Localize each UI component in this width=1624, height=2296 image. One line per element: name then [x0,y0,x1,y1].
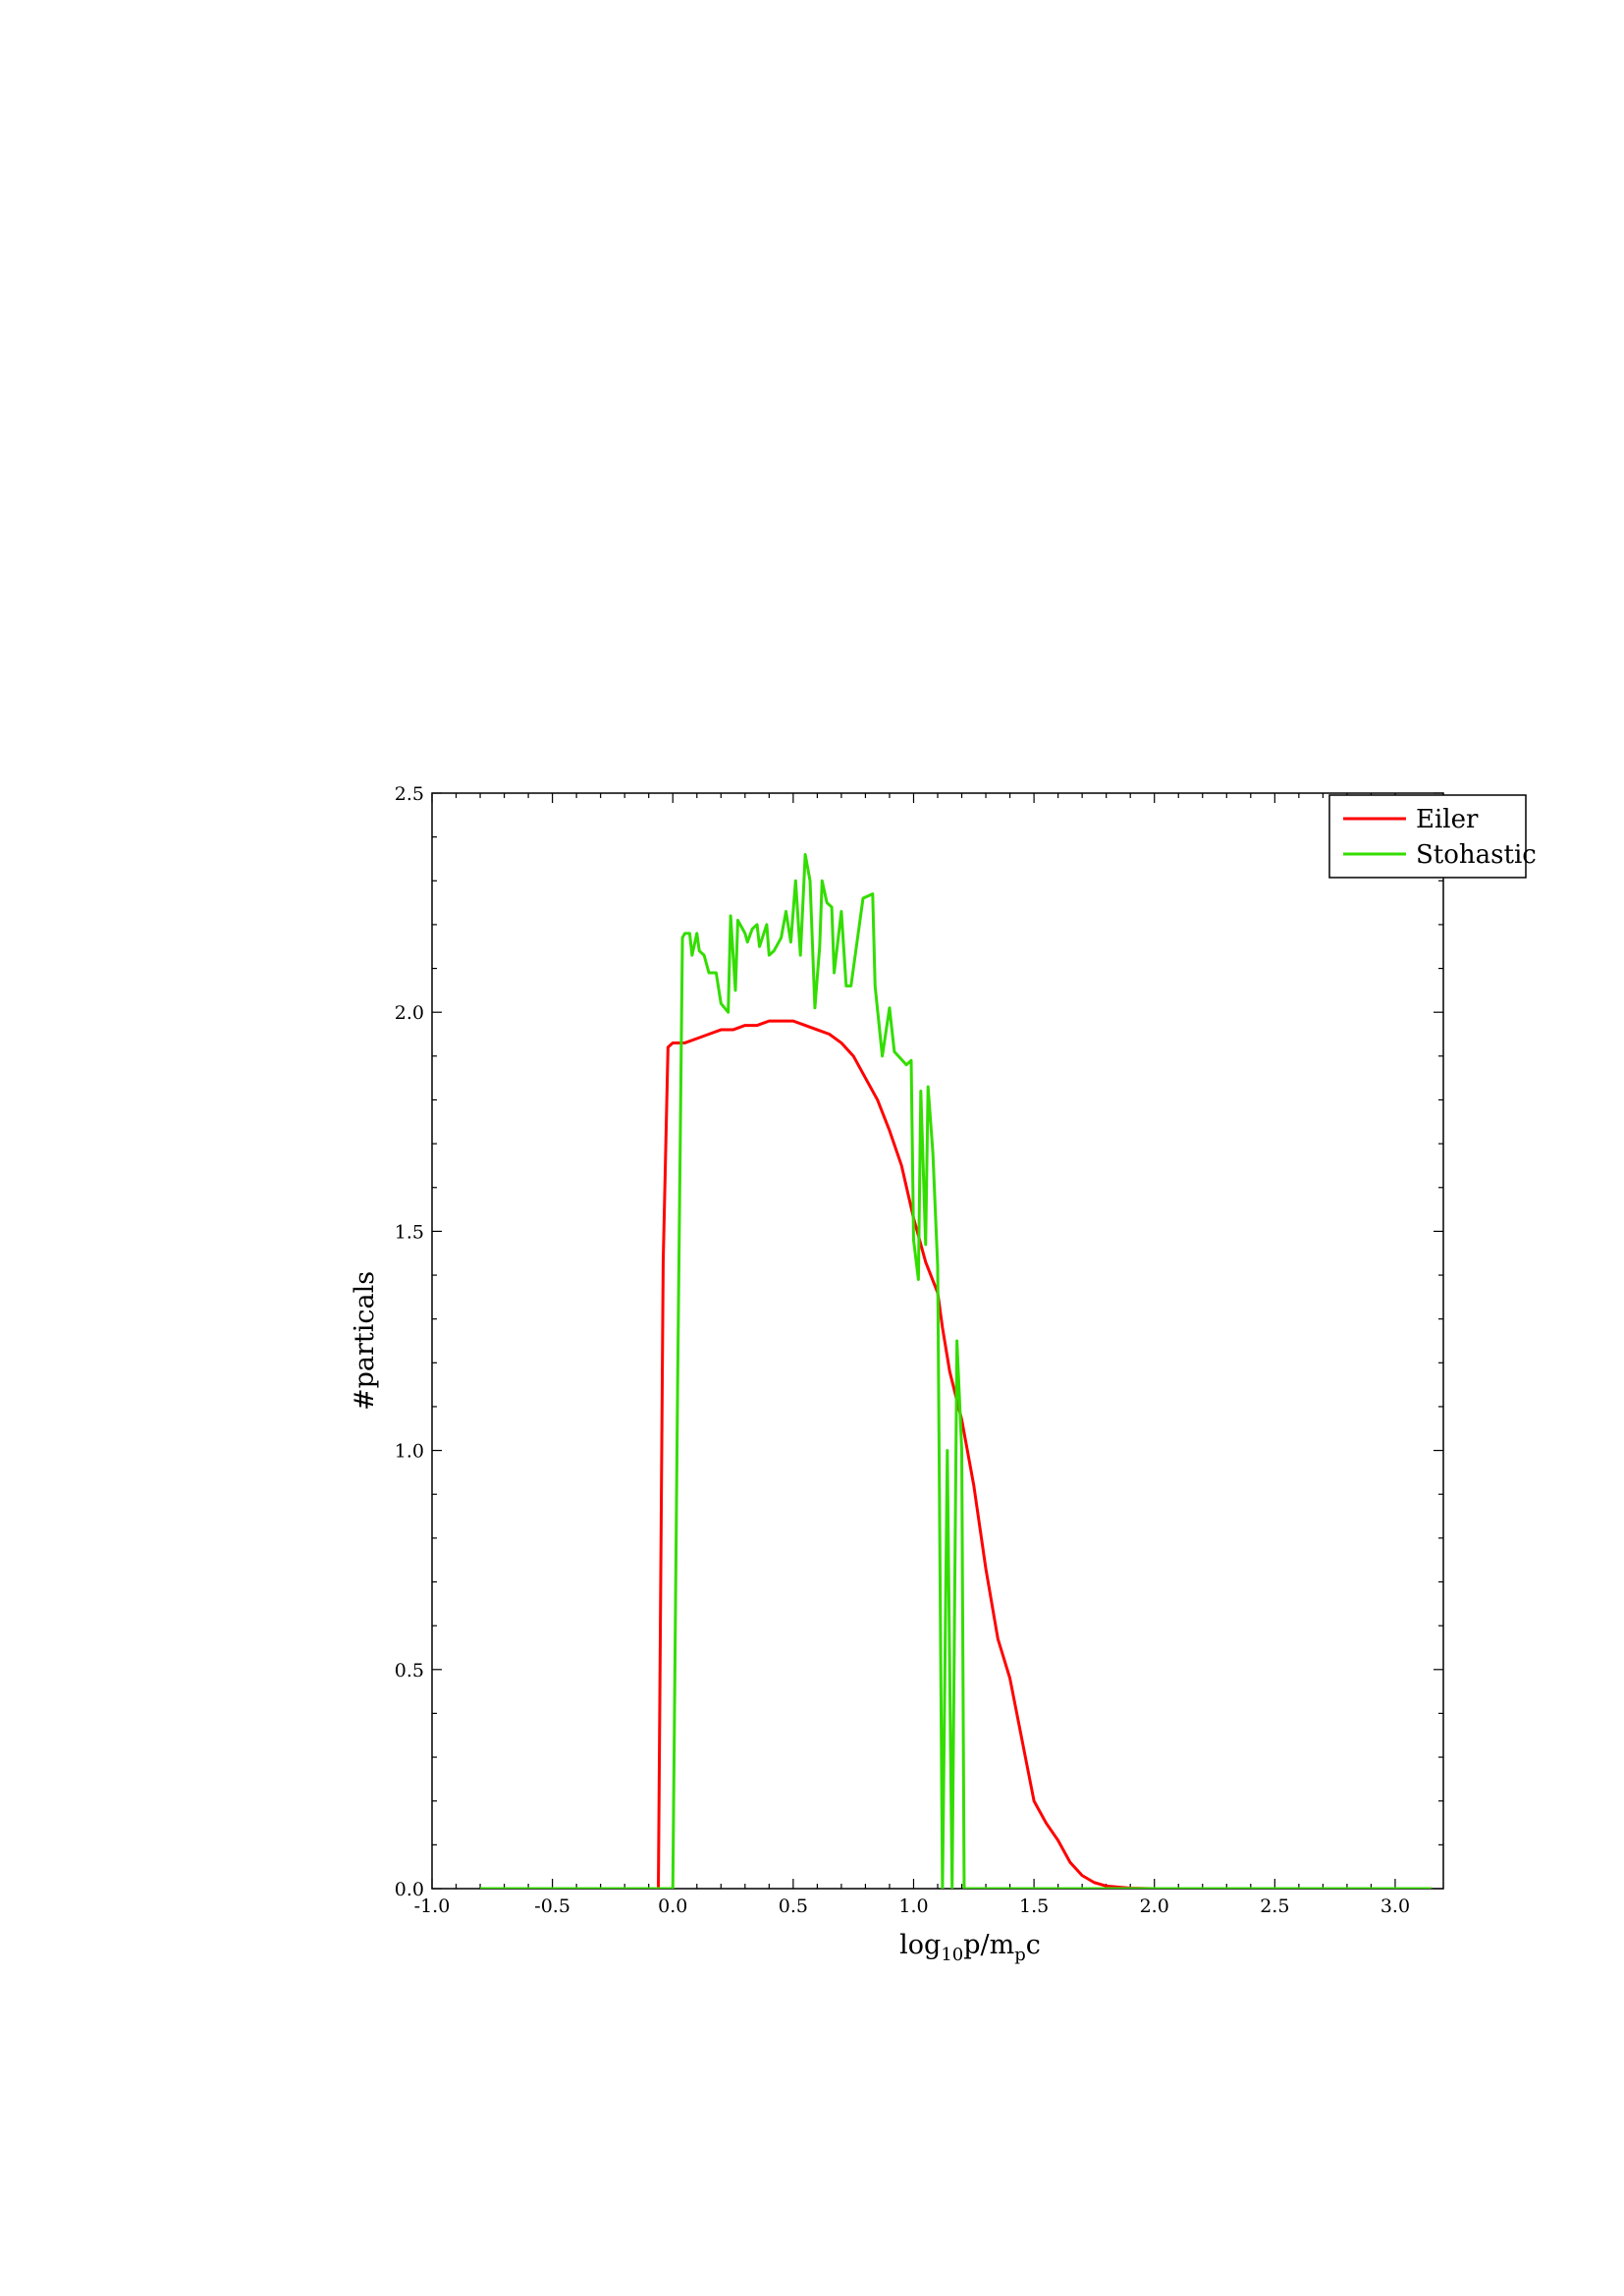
x-tick-label: -1.0 [414,1896,451,1917]
legend-label-stohastic: Stohastic [1416,840,1537,870]
x-tick-label: 1.0 [898,1896,928,1917]
y-tick-label: 0.0 [395,1879,424,1900]
y-tick-label: 1.5 [395,1221,424,1243]
x-tick-label: 1.5 [1019,1896,1049,1917]
y-tick-label: 1.0 [395,1441,424,1463]
series-line-stohastic [480,853,1432,1889]
y-tick-label: 2.0 [395,1002,424,1024]
x-tick-label: 2.5 [1260,1896,1289,1917]
y-tick-label: 2.5 [395,783,424,805]
legend: Eiler Stohastic [1328,794,1537,879]
y-tick-label: 0.5 [395,1660,424,1682]
x-tick-label: 0.5 [779,1896,808,1917]
legend-box [1328,794,1527,879]
x-axis-label: log10p/mpc [899,1930,1041,1965]
series-line-eiler [480,1019,1432,1889]
y-axis-label: #particals [350,1271,380,1411]
x-tick-label: -0.5 [534,1896,570,1917]
x-tick-label: 0.0 [658,1896,687,1917]
x-tick-label: 3.0 [1380,1896,1410,1917]
x-tick-label: 2.0 [1140,1896,1169,1917]
axis-ticks [431,792,1443,1890]
legend-label-eiler: Eiler [1416,805,1479,834]
axis-tick-labels: -1.0 -0.5 0.0 0.5 1.0 1.5 2.0 2.5 3.0 0.0 0.5 1.0 1.… [395,783,1410,1917]
series-lines [480,853,1432,1889]
